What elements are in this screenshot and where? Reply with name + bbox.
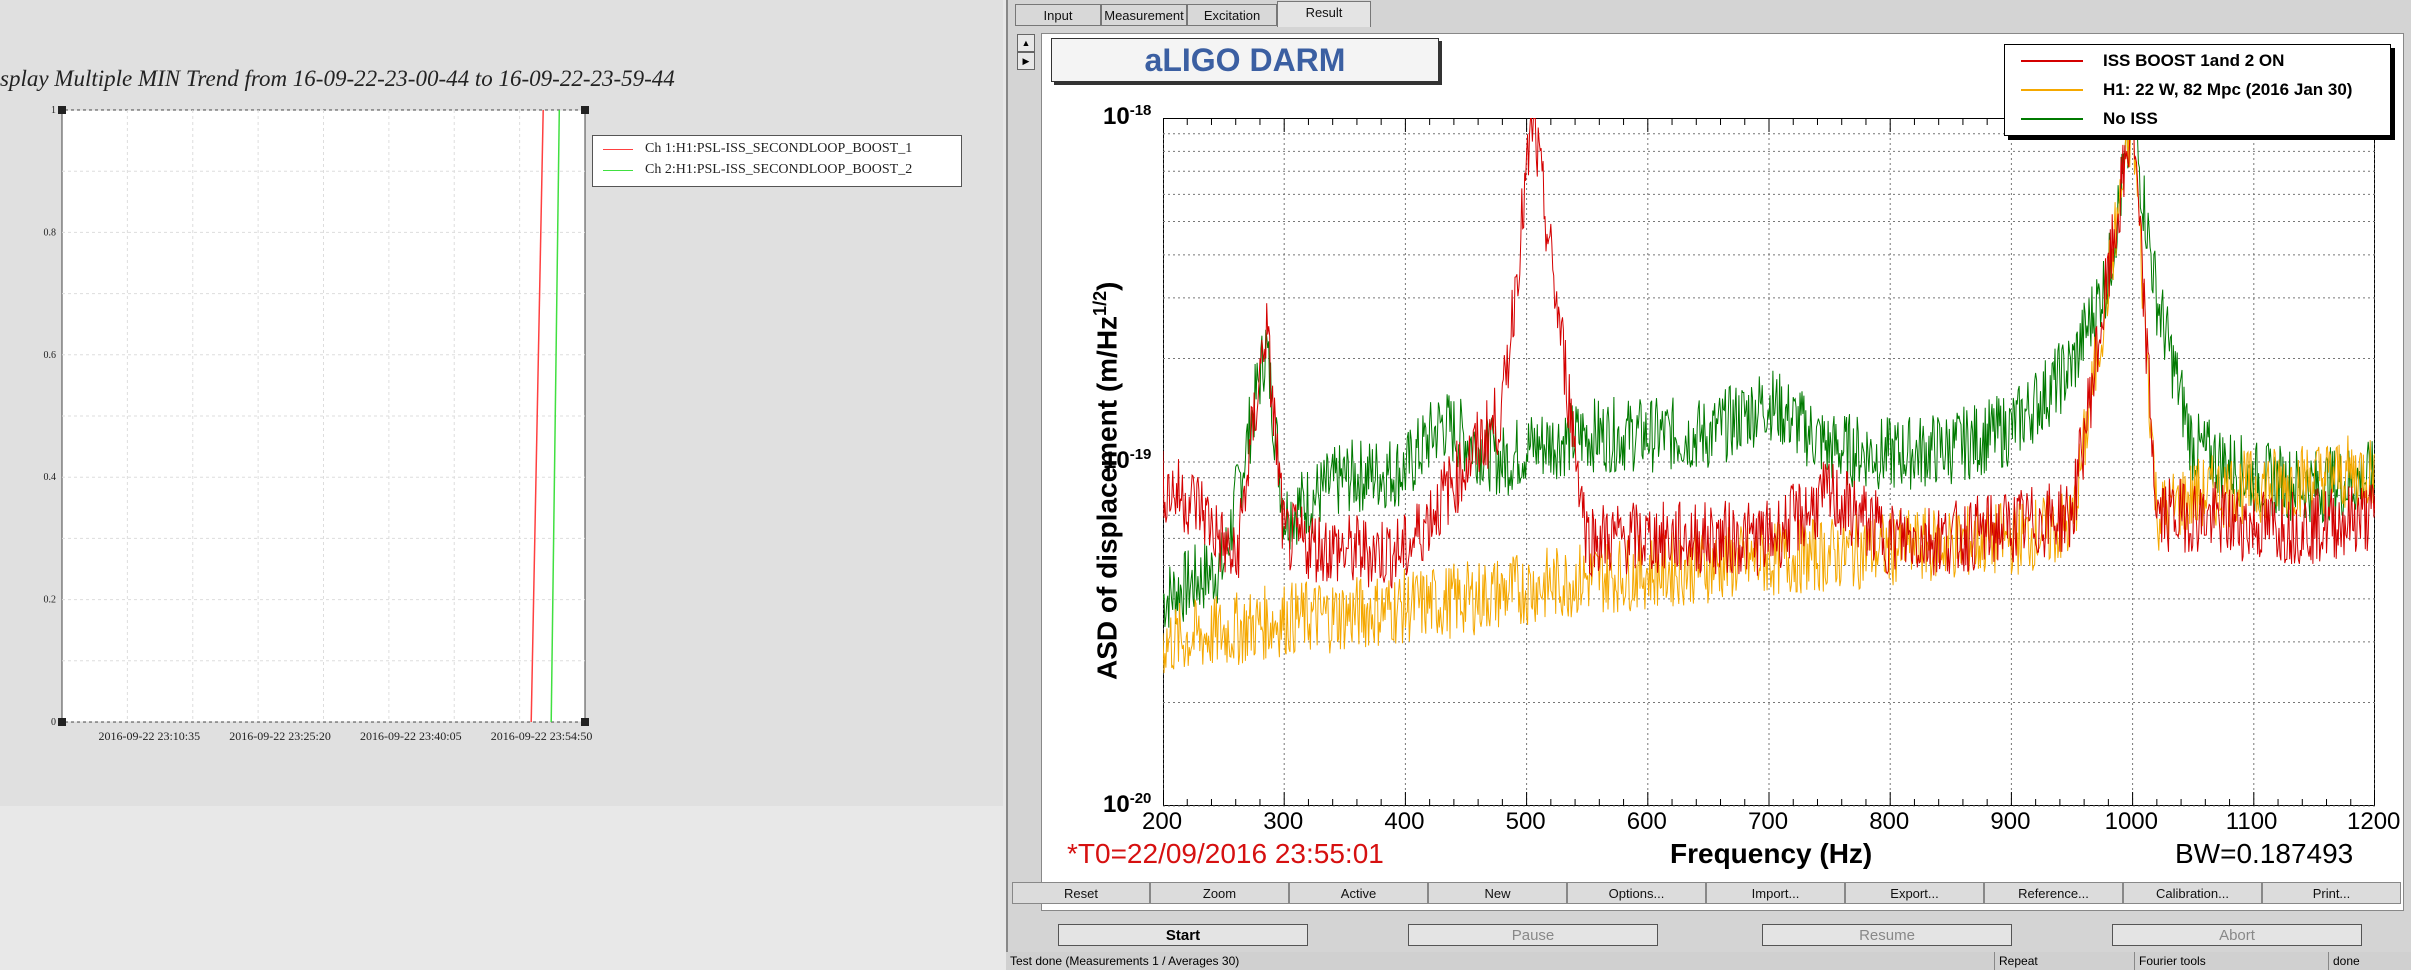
- x-tick-label: 700: [1748, 808, 1789, 835]
- y-tick-label: 0.8: [44, 227, 57, 238]
- print-button[interactable]: Print...: [2262, 882, 2401, 904]
- corner-marker: [58, 718, 66, 726]
- legend-swatch-red: [603, 148, 633, 150]
- plot-title: aLIGO DARM: [1144, 42, 1346, 78]
- x-tick-label: 2016-09-22 23:25:20: [229, 729, 331, 743]
- x-tick-label: 500: [1505, 808, 1546, 835]
- tab-excitation[interactable]: Excitation: [1187, 4, 1277, 26]
- x-tick-label: 1200: [2347, 808, 2401, 835]
- legend-label: Ch 2:H1:PSL-ISS_SECONDLOOP_BOOST_2: [645, 162, 913, 177]
- x-tick-label: 400: [1384, 808, 1425, 835]
- options-button[interactable]: Options...: [1567, 882, 1706, 904]
- pause-button[interactable]: Pause: [1408, 924, 1658, 946]
- y-tick-label: 10-18: [1103, 102, 1152, 130]
- x-tick-label: 2016-09-22 23:54:50: [491, 729, 593, 743]
- trend-legend: Ch 1:H1:PSL-ISS_SECONDLOOP_BOOST_1 Ch 2:…: [592, 135, 962, 187]
- x-tick-label: 2016-09-22 23:40:05: [360, 729, 462, 743]
- y-tick-label: 0.6: [44, 350, 57, 361]
- status-message: Test done (Measurements 1 / Averages 30): [1010, 954, 1240, 968]
- x-tick-label: 300: [1263, 808, 1304, 835]
- scroll-right-icon[interactable]: ▶: [1017, 52, 1035, 70]
- darm-legend-item-2: H1: 22 W, 82 Mpc (2016 Jan 30): [2021, 80, 2352, 100]
- trend-title: splay Multiple MIN Trend from 16-09-22-2…: [0, 66, 675, 91]
- legend-swatch-green: [2021, 118, 2083, 120]
- y-tick-label: 10-20: [1103, 790, 1152, 818]
- x-tick-label: 200: [1142, 808, 1183, 835]
- reset-button[interactable]: Reset: [1012, 882, 1150, 904]
- darm-series-line-1: [1163, 118, 2375, 589]
- darm-series-line-2: [1163, 118, 2375, 674]
- y-tick-label: 1: [51, 105, 56, 116]
- active-button[interactable]: Active: [1289, 882, 1428, 904]
- corner-marker: [581, 718, 589, 726]
- trend-chart[interactable]: 1 0.8 0.6 0.4 0.2 0 2016-09-22 23:10:35 2016-09…: [40, 100, 600, 750]
- x-tick-label: 1000: [2104, 808, 2158, 835]
- legend-label: Ch 1:H1:PSL-ISS_SECONDLOOP_BOOST_1: [645, 141, 913, 156]
- series-line-1: [530, 109, 544, 723]
- legend-label: No ISS: [2103, 109, 2158, 128]
- resume-button[interactable]: Resume: [1762, 924, 2012, 946]
- import-button[interactable]: Import...: [1706, 882, 1845, 904]
- status-bar: Test done (Measurements 1 / Averages 30)…: [1006, 952, 2411, 970]
- legend-swatch-orange: [2021, 89, 2083, 91]
- legend-swatch-green: [603, 169, 633, 171]
- legend-label: H1: 22 W, 82 Mpc (2016 Jan 30): [2103, 80, 2353, 99]
- x-tick-label: 1100: [2225, 808, 2278, 835]
- darm-series-line-3: [1163, 118, 2375, 628]
- y-tick-label: 0.4: [44, 472, 57, 483]
- y-axis-title: ASD of displacement (m/Hz1/2): [1090, 281, 1123, 680]
- trend-legend-item-1: Ch 1:H1:PSL-ISS_SECONDLOOP_BOOST_1: [603, 141, 912, 157]
- zoom-button[interactable]: Zoom: [1150, 882, 1289, 904]
- reference-button[interactable]: Reference...: [1984, 882, 2123, 904]
- export-button[interactable]: Export...: [1845, 882, 1984, 904]
- legend-swatch-red: [2021, 60, 2083, 62]
- abort-button[interactable]: Abort: [2112, 924, 2362, 946]
- y-tick-label: 0: [51, 717, 56, 728]
- tab-measurement[interactable]: Measurement: [1101, 4, 1187, 26]
- bandwidth-label: BW=0.187493: [2175, 838, 2354, 869]
- status-tools: Fourier tools: [2134, 952, 2329, 970]
- darm-legend-item-1: ISS BOOST 1and 2 ON: [2021, 51, 2284, 71]
- corner-marker: [581, 106, 589, 114]
- plot-title-box: aLIGO DARM: [1051, 38, 1439, 82]
- darm-chart[interactable]: [1163, 118, 2375, 807]
- start-button[interactable]: Start: [1058, 924, 1308, 946]
- y-tick-label: 0.2: [44, 595, 57, 606]
- calibration-button[interactable]: Calibration...: [2123, 882, 2262, 904]
- desktop-background: [0, 806, 1003, 970]
- x-tick-label: 2016-09-22 23:10:35: [98, 729, 200, 743]
- y-tick-label: 10-19: [1103, 446, 1152, 474]
- trend-legend-item-2: Ch 2:H1:PSL-ISS_SECONDLOOP_BOOST_2: [603, 162, 912, 178]
- new-button[interactable]: New: [1428, 882, 1567, 904]
- scroll-up-icon[interactable]: ▲: [1017, 34, 1035, 52]
- tab-input[interactable]: Input: [1015, 4, 1101, 26]
- status-repeat: Repeat: [1994, 952, 2129, 970]
- t0-label: *T0=22/09/2016 23:55:01: [1067, 838, 1384, 869]
- x-tick-label: 900: [1990, 808, 2031, 835]
- darm-legend: ISS BOOST 1and 2 ON H1: 22 W, 82 Mpc (20…: [2004, 44, 2391, 136]
- x-tick-label: 600: [1626, 808, 1667, 835]
- status-state: done: [2328, 952, 2411, 970]
- darm-legend-item-3: No ISS: [2021, 109, 2158, 129]
- legend-label: ISS BOOST 1and 2 ON: [2103, 51, 2285, 70]
- x-tick-label: 800: [1869, 808, 1910, 835]
- series-line-2: [550, 109, 561, 723]
- x-axis-title: Frequency (Hz): [1670, 838, 1873, 869]
- tab-result[interactable]: Result: [1277, 1, 1371, 27]
- corner-marker: [58, 106, 66, 114]
